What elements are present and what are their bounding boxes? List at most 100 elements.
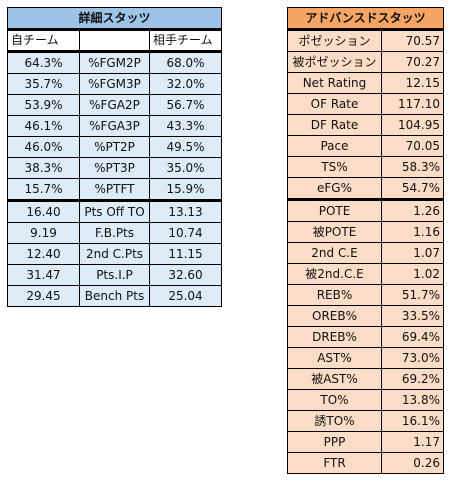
self-team-value: 38.3% [7,157,80,179]
opponent-team-value: 15.9% [148,178,223,201]
advanced-stat-value: 70.05 [381,135,444,157]
advanced-stat-label: 被ポゼッション [287,51,382,73]
advanced-stat-value: 12.15 [381,72,444,94]
stats-row: 15.7% %PTFT 15.9% [7,178,223,201]
advanced-stats-title: アドバンスドスタッツ [287,7,444,31]
stat-label: %PTFT [79,178,150,201]
advanced-stat-label: OREB% [287,305,382,327]
advanced-stats-row: DF Rate 104.95 [287,114,444,136]
advanced-stats-row: eFG% 54.7% [287,177,444,200]
advanced-stat-label: OF Rate [287,93,382,115]
stat-label: %FGM3P [79,73,150,95]
stats-row: 64.3% %FGM2P 68.0% [7,51,223,74]
advanced-stats-row: PPP 1.17 [287,431,444,453]
advanced-stat-value: 73.0% [381,347,444,369]
opponent-team-value: 35.0% [148,157,223,179]
opponent-team-value: 43.3% [148,115,223,137]
advanced-stats-row: Pace 70.05 [287,135,444,157]
advanced-stats-row: ポゼッション 70.57 [287,29,444,52]
advanced-stats-row: AST% 73.0% [287,347,444,369]
advanced-stat-label: 被2nd.C.E [287,263,382,285]
column-header-self-team: 自チーム [7,29,80,53]
advanced-stat-label: ポゼッション [287,29,382,52]
stat-label: %FGA2P [79,94,150,116]
advanced-stat-value: 1.26 [381,198,444,222]
stats-row: 31.47 Pts.I.P 32.60 [7,264,223,286]
advanced-stats-row: TS% 58.3% [287,156,444,178]
advanced-stat-value: 1.16 [381,221,444,243]
advanced-stat-label: TO% [287,389,382,411]
opponent-team-value: 11.15 [148,243,223,265]
opponent-team-value: 13.13 [148,199,223,223]
stats-row: 35.7% %FGM3P 32.0% [7,73,223,95]
advanced-stats-row: 被2nd.C.E 1.02 [287,263,444,285]
self-team-value: 53.9% [7,94,80,116]
advanced-stat-label: REB% [287,284,382,306]
advanced-stat-value: 70.27 [381,51,444,73]
advanced-stat-label: PPP [287,431,382,453]
column-header-opponent-team: 相手チーム [148,29,223,53]
advanced-stats-row: DREB% 69.4% [287,326,444,348]
advanced-stat-label: DREB% [287,326,382,348]
advanced-stat-label: Net Rating [287,72,382,94]
advanced-stat-label: eFG% [287,177,382,200]
advanced-stats-row: 被ポゼッション 70.27 [287,51,444,73]
self-team-value: 15.7% [7,178,80,201]
self-team-value: 46.0% [7,136,80,158]
advanced-stats-row: 被AST% 69.2% [287,368,444,390]
advanced-stat-value: 51.7% [381,284,444,306]
stat-label: %PT3P [79,157,150,179]
advanced-stats-row: Net Rating 12.15 [287,72,444,94]
stat-label: %PT2P [79,136,150,158]
self-team-value: 31.47 [7,264,80,286]
advanced-stat-value: 16.1% [381,410,444,432]
advanced-stat-label: 被AST% [287,368,382,390]
stats-row: 38.3% %PT3P 35.0% [7,157,223,179]
self-team-value: 12.40 [7,243,80,265]
self-team-value: 29.45 [7,285,80,307]
advanced-stat-label: 2nd C.E [287,242,382,264]
advanced-stat-label: 被POTE [287,221,382,243]
advanced-stat-value: 70.57 [381,29,444,52]
advanced-stat-value: 1.02 [381,263,444,285]
advanced-stats-row: OF Rate 117.10 [287,93,444,115]
stat-label: Pts.I.P [79,264,150,286]
advanced-stat-label: Pace [287,135,382,157]
advanced-stat-value: 69.4% [381,326,444,348]
stats-row: 53.9% %FGA2P 56.7% [7,94,223,116]
stat-label: F.B.Pts [79,222,150,244]
advanced-stat-label: AST% [287,347,382,369]
detailed-stats-table: 詳細スタッツ 自チーム 相手チーム 64.3% %FGM2P 68.0% 35.7%%… [6,7,223,307]
advanced-stat-label: TS% [287,156,382,178]
advanced-stat-value: 54.7% [381,177,444,200]
stats-row: 46.0% %PT2P 49.5% [7,136,223,158]
column-header-stat [79,29,150,53]
advanced-stats-row: REB% 51.7% [287,284,444,306]
advanced-stats-table: アドバンスドスタッツ ポゼッション 70.57 被ポゼッション 70.27 Net Ra… [287,7,444,474]
stat-label: %FGA3P [79,115,150,137]
advanced-stats-row: 被POTE 1.16 [287,221,444,243]
self-team-value: 64.3% [7,51,80,74]
advanced-stat-value: 0.26 [381,452,444,474]
advanced-stat-value: 1.17 [381,431,444,453]
opponent-team-value: 32.60 [148,264,223,286]
advanced-stats-row: POTE 1.26 [287,198,444,222]
advanced-stats-row: 誘TO% 16.1% [287,410,444,432]
stats-row: 29.45 Bench Pts 25.04 [7,285,223,307]
stat-label: Bench Pts [79,285,150,307]
stat-label: Pts Off TO [79,199,150,223]
opponent-team-value: 25.04 [148,285,223,307]
opponent-team-value: 56.7% [148,94,223,116]
stats-row: 12.40 2nd C.Pts 11.15 [7,243,223,265]
stat-label: %FGM2P [79,51,150,74]
detailed-stats-title: 詳細スタッツ [6,7,223,31]
opponent-team-value: 49.5% [148,136,223,158]
self-team-value: 35.7% [7,73,80,95]
advanced-stat-value: 13.8% [381,389,444,411]
advanced-stats-row: FTR 0.26 [287,452,444,474]
stats-row: 9.19 F.B.Pts 10.74 [7,222,223,244]
advanced-stat-label: POTE [287,198,382,222]
advanced-stat-value: 117.10 [381,93,444,115]
advanced-stat-label: DF Rate [287,114,382,136]
stats-row: 46.1% %FGA3P 43.3% [7,115,223,137]
